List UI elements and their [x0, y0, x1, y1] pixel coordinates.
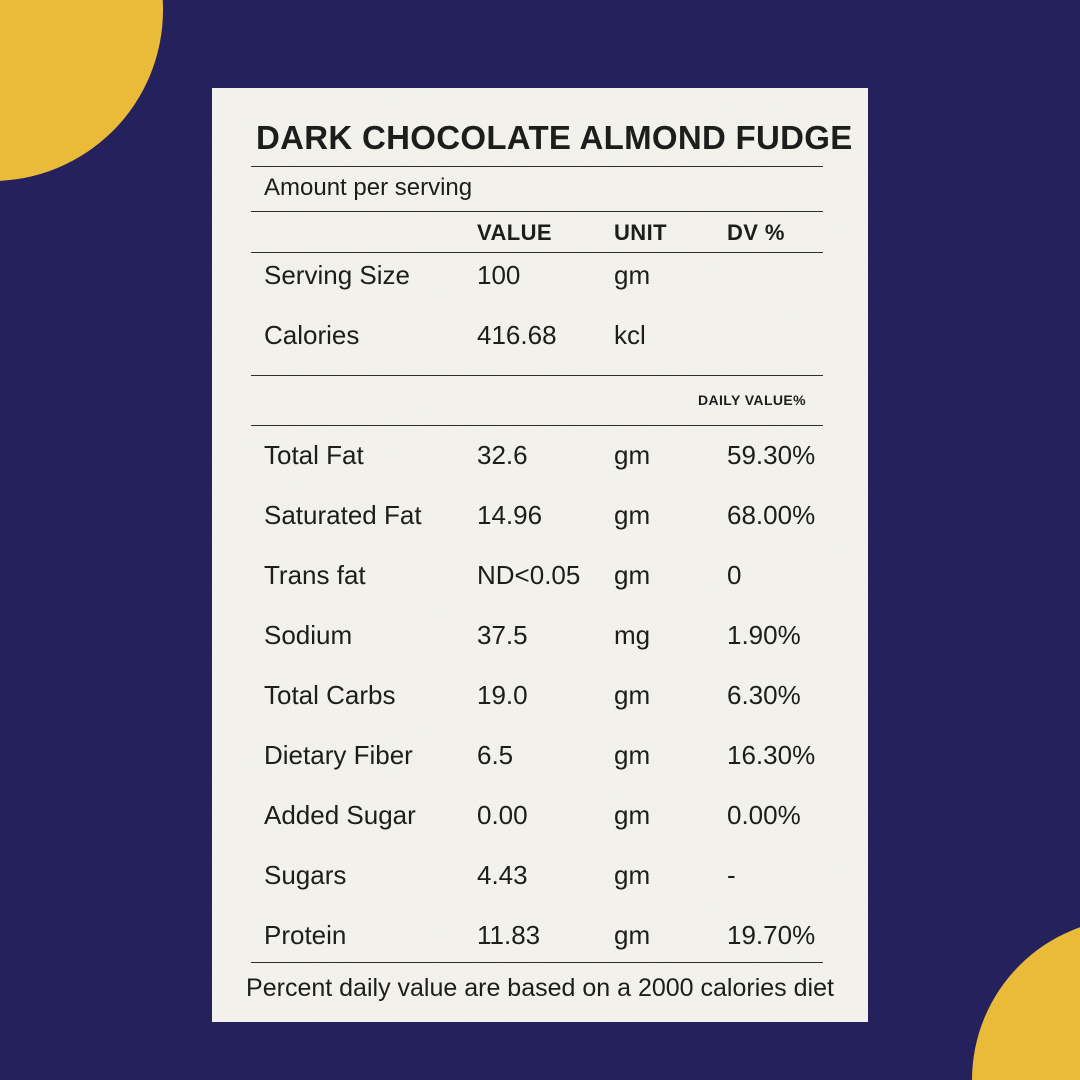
nutrient-label: Dietary Fiber [264, 740, 413, 770]
nutrient-unit: gm [614, 860, 651, 890]
table-row: Protein 11.83 gm 19.70% [212, 920, 868, 950]
nutrient-unit: mg [614, 620, 651, 650]
column-header-value: VALUE [477, 220, 552, 245]
table-row: Trans fat ND<0.05 gm 0 [212, 560, 868, 590]
product-title: DARK CHOCOLATE ALMOND FUDGE [256, 119, 853, 156]
column-header-dv: DV % [727, 220, 785, 245]
table-row: Sodium 37.5 mg 1.90% [212, 620, 868, 650]
nutrient-label: Sodium [264, 620, 353, 650]
nutrient-value: 100 [477, 260, 521, 290]
nutrient-unit: gm [614, 560, 651, 590]
nutrient-label: Protein [264, 920, 347, 950]
nutrient-label: Added Sugar [264, 800, 416, 830]
nutrient-unit: gm [614, 740, 651, 770]
decor-circle-bottom-right [972, 918, 1080, 1080]
nutrient-value: 32.6 [477, 440, 528, 470]
nutrient-dv: 68.00% [727, 500, 816, 530]
nutrient-dv: 1.90% [727, 620, 801, 650]
table-row: Serving Size 100 gm [212, 260, 868, 290]
divider [251, 375, 823, 376]
column-header-unit: UNIT [614, 220, 667, 245]
nutrient-value: 6.5 [477, 740, 514, 770]
nutrient-label: Calories [264, 320, 360, 350]
nutrient-unit: gm [614, 260, 651, 290]
nutrient-value: ND<0.05 [477, 560, 581, 590]
amount-per-serving-label: Amount per serving [264, 174, 473, 201]
table-row: Total Carbs 19.0 gm 6.30% [212, 680, 868, 710]
table-row: Calories 416.68 kcl [212, 320, 868, 350]
nutrient-value: 416.68 [477, 320, 557, 350]
nutrient-unit: gm [614, 800, 651, 830]
nutrient-dv: 59.30% [727, 440, 816, 470]
nutrient-unit: gm [614, 920, 651, 950]
nutrient-label: Serving Size [264, 260, 410, 290]
nutrient-unit: kcl [614, 320, 646, 350]
nutrient-value: 19.0 [477, 680, 528, 710]
table-row: Sugars 4.43 gm - [212, 860, 868, 890]
nutrient-label: Sugars [264, 860, 347, 890]
nutrient-unit: gm [614, 500, 651, 530]
divider [251, 425, 823, 426]
nutrient-value: 14.96 [477, 500, 543, 530]
nutrient-unit: gm [614, 680, 651, 710]
nutrient-dv: 0 [727, 560, 742, 590]
nutrient-dv: - [727, 860, 736, 890]
nutrient-value: 4.43 [477, 860, 528, 890]
divider [251, 211, 823, 212]
nutrient-dv: 19.70% [727, 920, 816, 950]
nutrient-label: Saturated Fat [264, 500, 422, 530]
table-row: Total Fat 32.6 gm 59.30% [212, 440, 868, 470]
nutrient-dv: 0.00% [727, 800, 801, 830]
nutrient-label: Total Fat [264, 440, 364, 470]
table-row: Dietary Fiber 6.5 gm 16.30% [212, 740, 868, 770]
decor-circle-top-left [0, 0, 163, 181]
divider [251, 962, 823, 963]
daily-value-note: DAILY VALUE% [697, 392, 806, 408]
nutrient-label: Total Carbs [264, 680, 396, 710]
nutrient-value: 0.00 [477, 800, 528, 830]
nutrient-value: 37.5 [477, 620, 528, 650]
column-header-row: VALUE UNIT DV % [212, 218, 868, 248]
footer-disclaimer: Percent daily value are based on a 2000 … [246, 974, 834, 1002]
divider [251, 166, 823, 167]
table-row: Saturated Fat 14.96 gm 68.00% [212, 500, 868, 530]
table-row: Added Sugar 0.00 gm 0.00% [212, 800, 868, 830]
nutrient-label: Trans fat [264, 560, 366, 590]
nutrition-card: DARK CHOCOLATE ALMOND FUDGE Amount per s… [212, 88, 868, 1022]
nutrient-unit: gm [614, 440, 651, 470]
nutrient-dv: 6.30% [727, 680, 801, 710]
divider [251, 252, 823, 253]
nutrient-dv: 16.30% [727, 740, 816, 770]
nutrient-value: 11.83 [477, 920, 541, 950]
